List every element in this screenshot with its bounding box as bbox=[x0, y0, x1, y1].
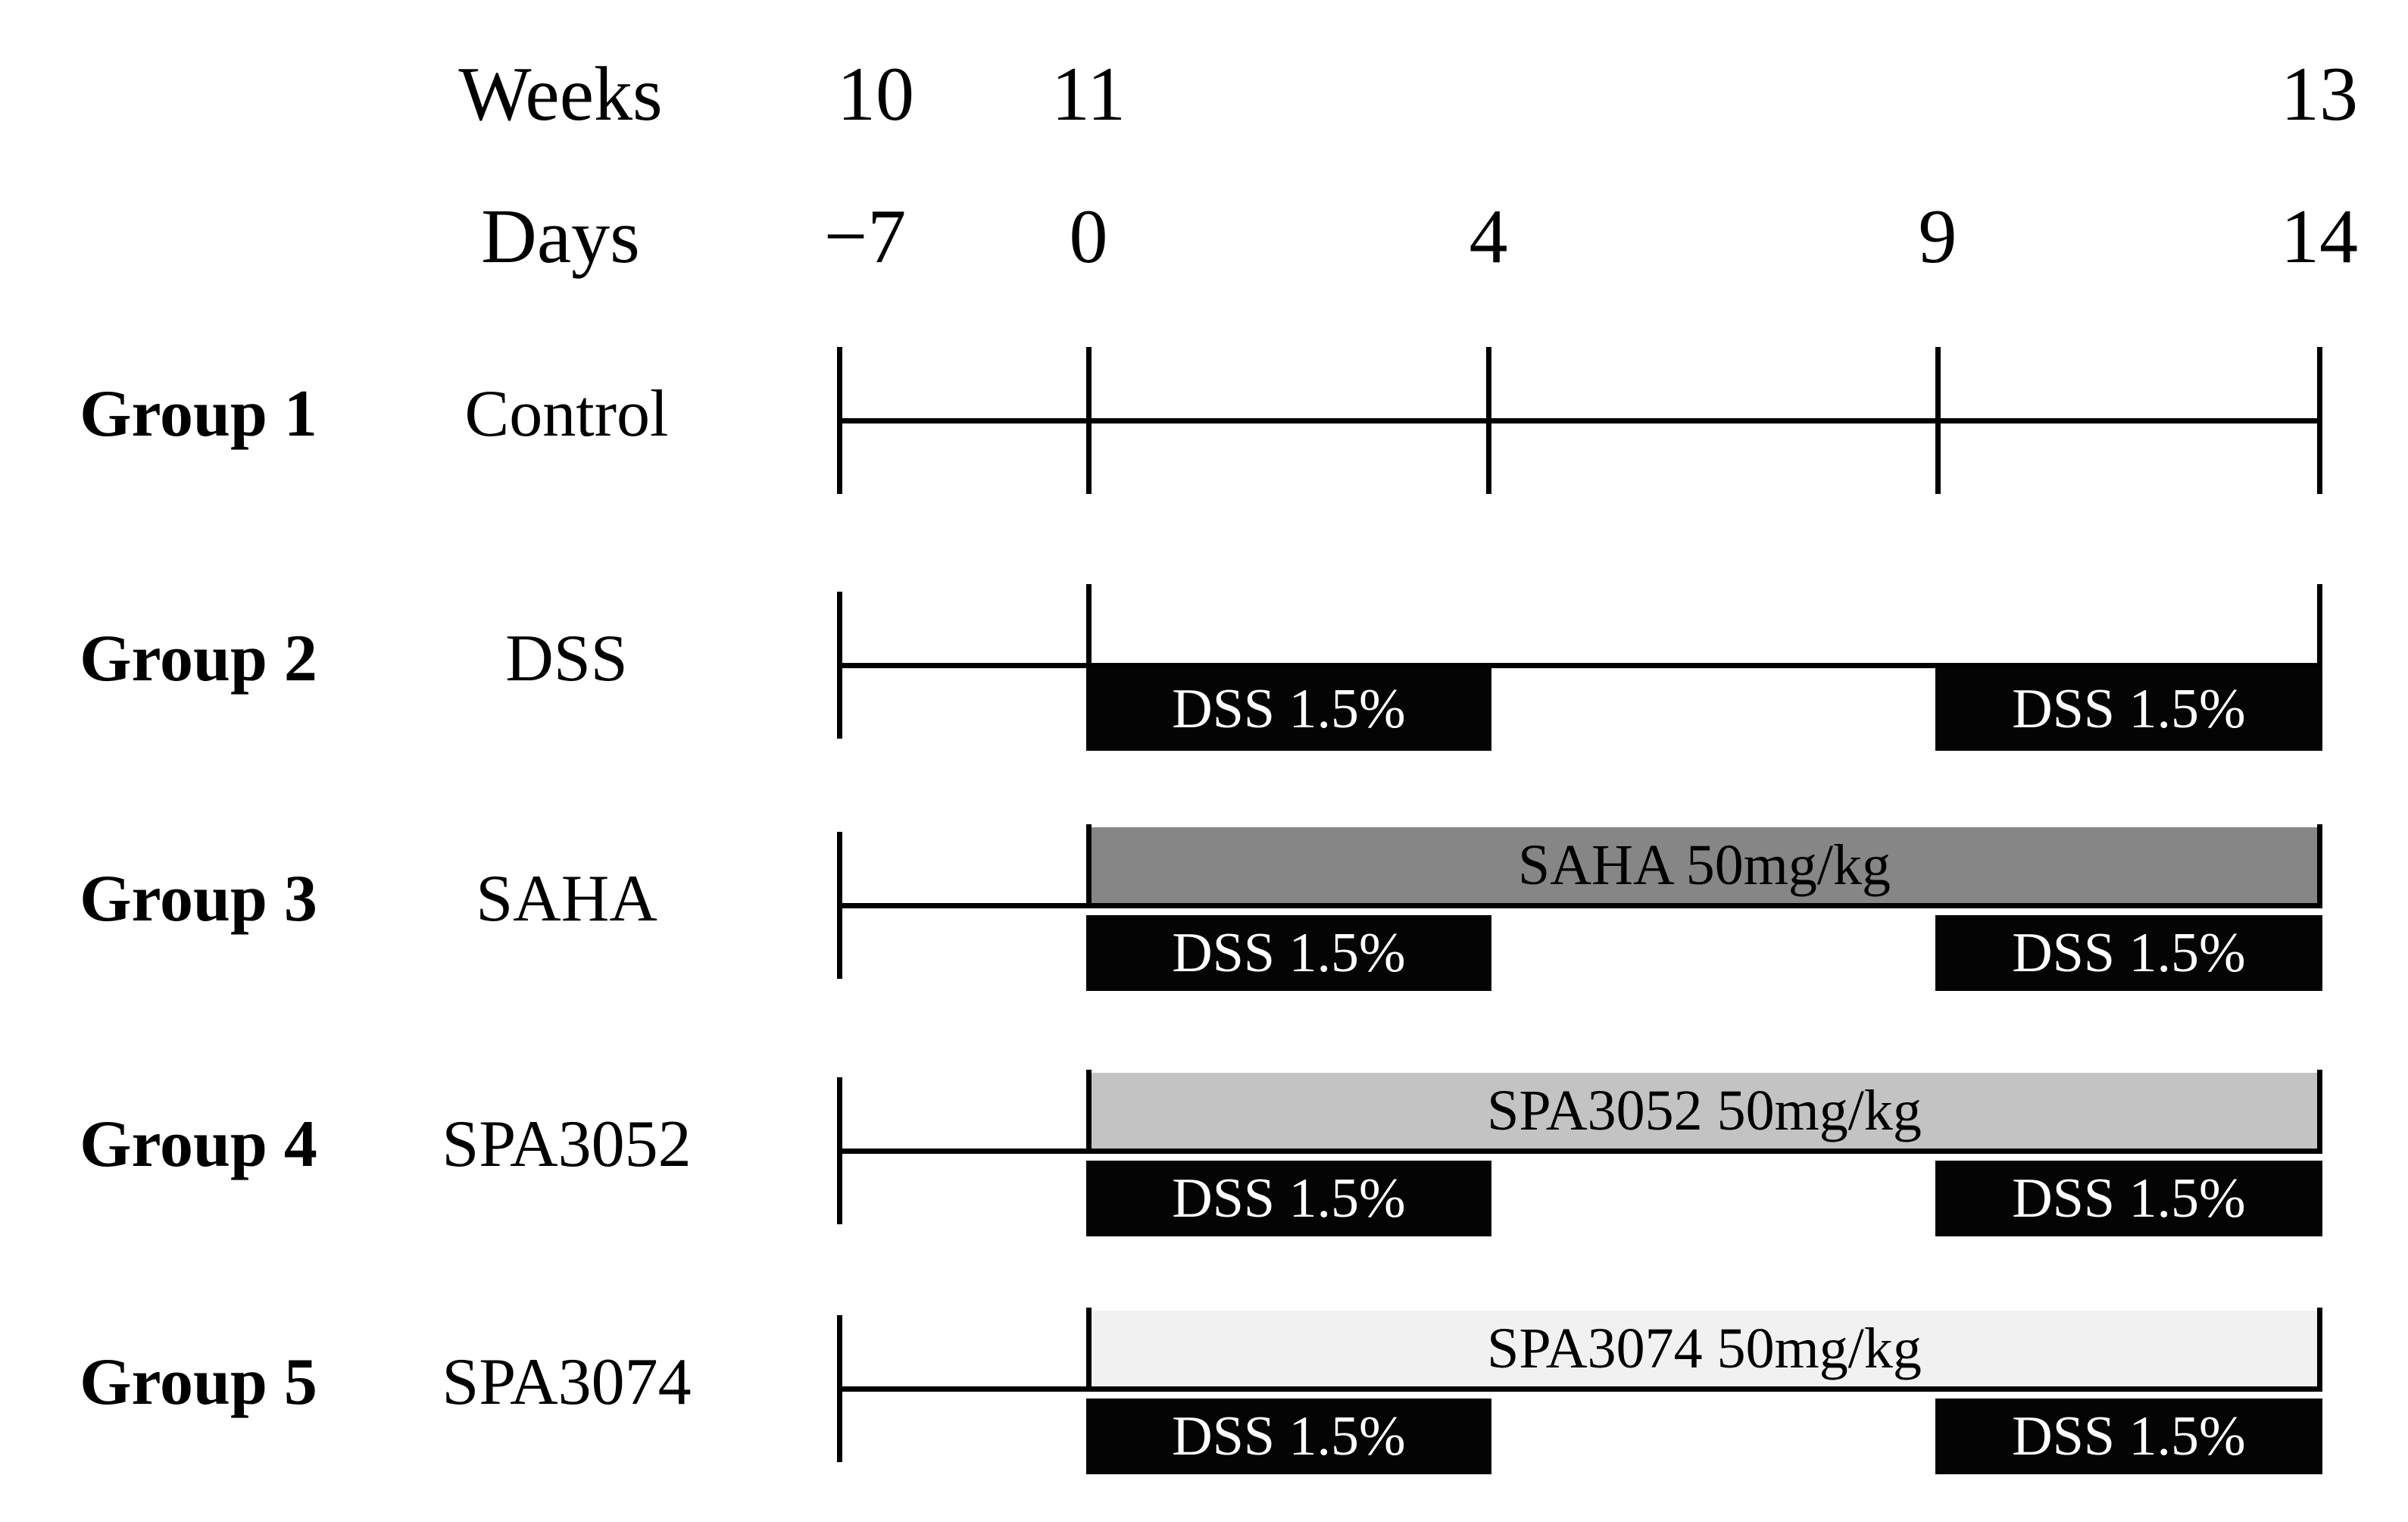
week-tick-label: 11 bbox=[1051, 52, 1126, 137]
timeline-tick-day0 bbox=[1086, 824, 1092, 908]
timeline-line bbox=[837, 1149, 2322, 1154]
timeline-tick-day14 bbox=[2317, 1070, 2322, 1154]
dss-bar: DSS 1.5% bbox=[1086, 915, 1491, 991]
timeline-tick-day0 bbox=[1086, 1308, 1092, 1392]
dss-bar-label: DSS 1.5% bbox=[1172, 678, 1406, 740]
dss-bar-label: DSS 1.5% bbox=[2012, 922, 2246, 984]
week-tick-label: 10 bbox=[837, 52, 914, 137]
treatment-label: Control bbox=[464, 377, 669, 451]
drug-bar: SPA3074 50mg/kg bbox=[1086, 1311, 2322, 1386]
day-tick-label: 14 bbox=[2281, 194, 2358, 280]
day-tick-label: 0 bbox=[1069, 194, 1108, 280]
treatment-label: DSS bbox=[505, 622, 628, 695]
dss-bar-label: DSS 1.5% bbox=[2012, 678, 2246, 740]
dss-bar-label: DSS 1.5% bbox=[2012, 1167, 2246, 1230]
timeline-line bbox=[837, 1386, 2322, 1392]
dss-bar-label: DSS 1.5% bbox=[1172, 922, 1406, 984]
timeline-tick-day-7 bbox=[837, 1077, 842, 1224]
treatment-label: SPA3052 bbox=[442, 1108, 692, 1181]
timeline-tick-day9 bbox=[1935, 347, 1941, 494]
dss-bar-label: DSS 1.5% bbox=[1172, 1167, 1406, 1230]
dss-bar: DSS 1.5% bbox=[1086, 1161, 1491, 1236]
week-tick-label: 13 bbox=[2281, 52, 2358, 137]
day-tick-label: 4 bbox=[1469, 194, 1508, 280]
group-label: Group 2 bbox=[80, 622, 317, 695]
group-label: Group 3 bbox=[80, 862, 317, 936]
days-axis-label: Days bbox=[481, 194, 640, 280]
dss-bar: DSS 1.5% bbox=[1935, 915, 2322, 991]
group-label: Group 5 bbox=[80, 1345, 317, 1419]
weeks-axis-label: Weeks bbox=[458, 52, 663, 137]
drug-bar: SAHA 50mg/kg bbox=[1086, 827, 2322, 903]
drug-bar-label: SAHA 50mg/kg bbox=[1518, 833, 1891, 897]
timeline-tick-day0 bbox=[1086, 347, 1092, 494]
day-tick-label: 9 bbox=[1918, 194, 1957, 280]
timeline-tick-day14 bbox=[2317, 347, 2322, 494]
timeline-line bbox=[837, 418, 2322, 423]
dss-bar: DSS 1.5% bbox=[1935, 1161, 2322, 1236]
dss-bar: DSS 1.5% bbox=[1086, 1399, 1491, 1474]
dss-bar: DSS 1.5% bbox=[1935, 1399, 2322, 1474]
dss-bar-label: DSS 1.5% bbox=[2012, 1405, 2246, 1467]
timeline-tick-day-7 bbox=[837, 347, 842, 494]
timeline-tick-day14 bbox=[2317, 1308, 2322, 1392]
drug-bar-label: SPA3074 50mg/kg bbox=[1487, 1317, 1922, 1380]
dss-bar: DSS 1.5% bbox=[1935, 667, 2322, 751]
timeline-tick-day-7 bbox=[837, 832, 842, 979]
timeline-tick-day0 bbox=[1086, 1070, 1092, 1154]
dss-bar: DSS 1.5% bbox=[1086, 667, 1491, 751]
drug-bar: SPA3052 50mg/kg bbox=[1086, 1073, 2322, 1149]
timeline-tick-day14 bbox=[2317, 824, 2322, 908]
treatment-label: SPA3074 bbox=[442, 1345, 692, 1419]
timeline-tick-day-7 bbox=[837, 592, 842, 739]
group-label: Group 1 bbox=[80, 377, 317, 451]
timeline-tick-day4 bbox=[1486, 347, 1491, 494]
drug-bar-label: SPA3052 50mg/kg bbox=[1487, 1079, 1922, 1142]
timeline-line bbox=[837, 903, 2322, 908]
treatment-label: SAHA bbox=[476, 862, 657, 936]
group-label: Group 4 bbox=[80, 1108, 317, 1181]
timeline-tick-day0 bbox=[1086, 584, 1092, 668]
timeline-tick-day14 bbox=[2317, 584, 2322, 668]
timeline-tick-day-7 bbox=[837, 1315, 842, 1462]
timeline-line bbox=[837, 663, 2322, 668]
day-tick-label: −7 bbox=[823, 194, 907, 280]
dss-bar-label: DSS 1.5% bbox=[1172, 1405, 1406, 1467]
